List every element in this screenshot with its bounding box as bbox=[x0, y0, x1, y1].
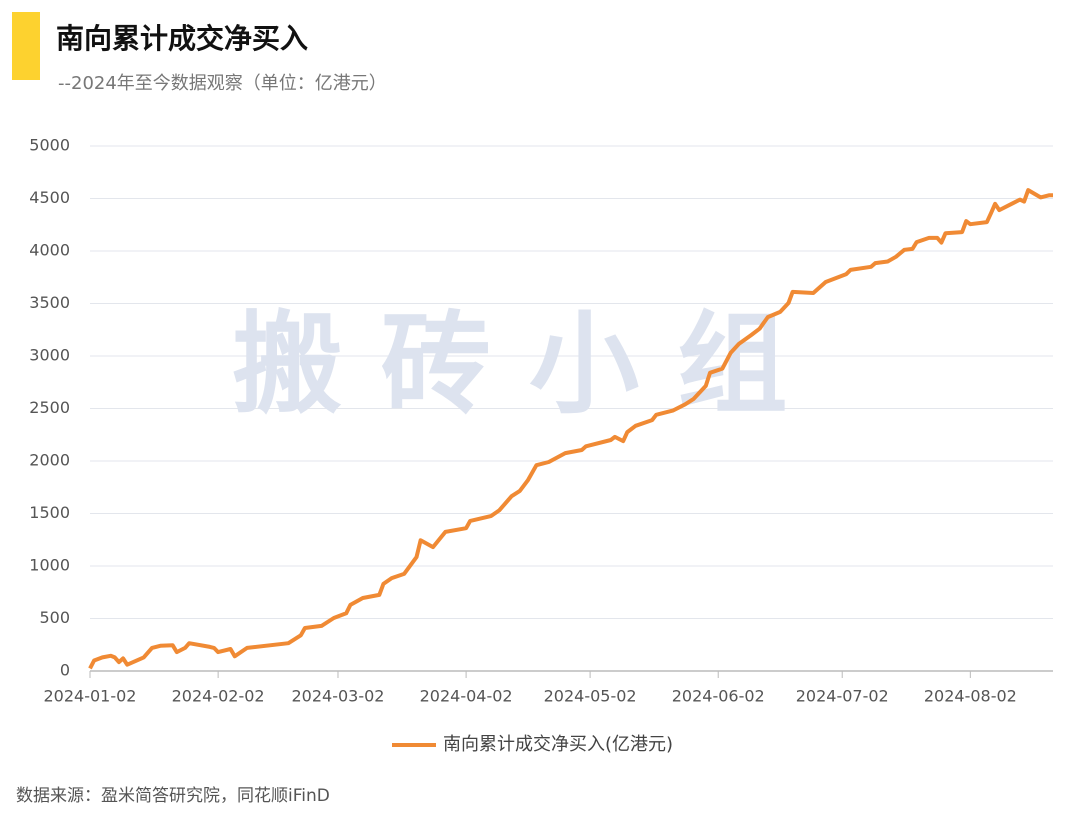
y-tick-label: 0 bbox=[60, 661, 70, 680]
y-tick-label: 1500 bbox=[29, 503, 70, 522]
chart-subtitle: --2024年至今数据观察（单位：亿港元） bbox=[58, 73, 387, 94]
x-tick-label: 2024-03-02 bbox=[291, 687, 384, 706]
x-tick-label: 2024-01-02 bbox=[44, 687, 137, 706]
line-series bbox=[88, 188, 1053, 670]
chart-title: 南向累计成交净买入 bbox=[56, 22, 308, 55]
x-tick-label: 2024-08-02 bbox=[924, 687, 1017, 706]
x-tick-label: 2024-02-02 bbox=[172, 687, 265, 706]
x-tick-label: 2024-05-02 bbox=[544, 687, 637, 706]
legend-label: 南向累计成交净买入(亿港元) bbox=[443, 734, 673, 755]
y-tick-label: 3500 bbox=[29, 293, 70, 312]
y-tick-label: 500 bbox=[39, 608, 70, 627]
title-accent bbox=[12, 12, 40, 80]
y-tick-label: 4500 bbox=[29, 188, 70, 207]
y-tick-label: 3000 bbox=[29, 346, 70, 365]
x-tick-label: 2024-04-02 bbox=[420, 687, 513, 706]
source-note: 数据来源：盈米简答研究院，同花顺iFinD bbox=[16, 786, 330, 806]
y-tick-label: 2000 bbox=[29, 451, 70, 470]
y-tick-label: 5000 bbox=[29, 136, 70, 155]
x-tick-label: 2024-06-02 bbox=[672, 687, 765, 706]
y-tick-label: 2500 bbox=[29, 398, 70, 417]
watermark: 搬 砖 小 组 bbox=[233, 300, 788, 428]
x-tick-label: 2024-07-02 bbox=[796, 687, 889, 706]
y-tick-label: 4000 bbox=[29, 241, 70, 260]
y-tick-label: 1000 bbox=[29, 556, 70, 575]
